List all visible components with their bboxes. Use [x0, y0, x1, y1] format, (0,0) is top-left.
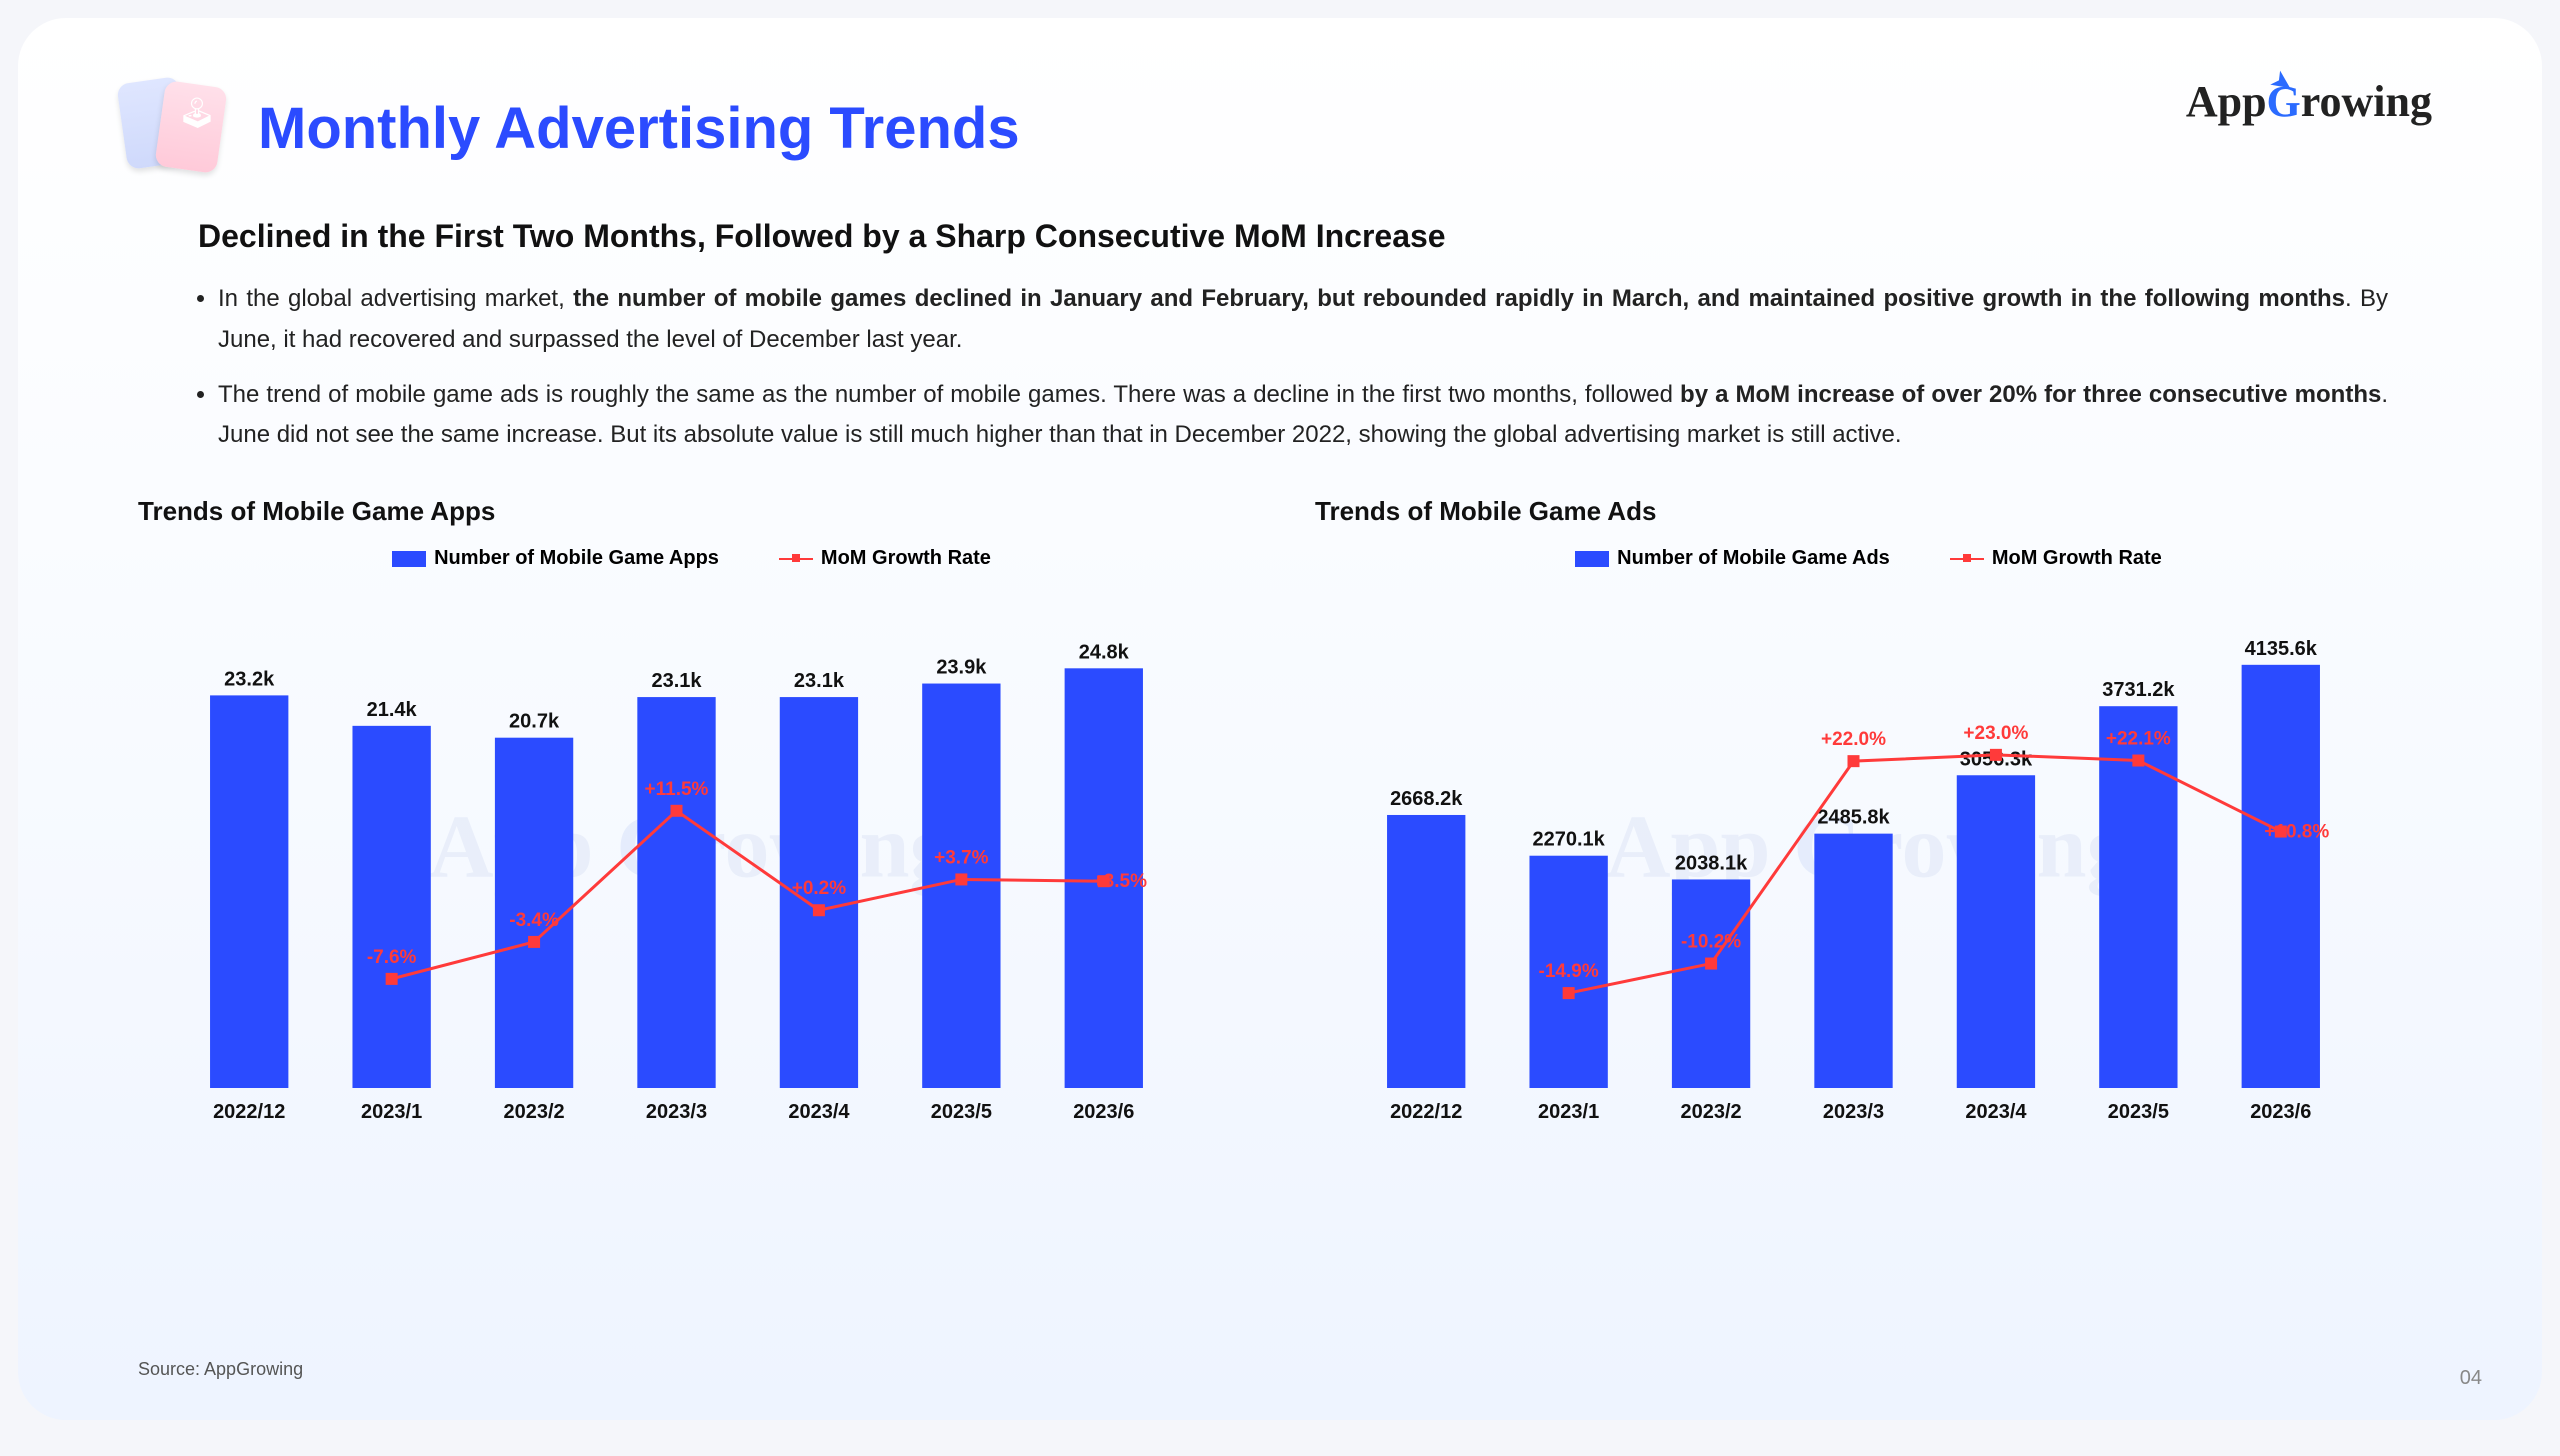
- category-label: 2023/6: [1073, 1101, 1134, 1123]
- category-label: 2023/2: [1680, 1101, 1741, 1123]
- chart-apps: App Growing 23.2k2022/1221.4k2023/120.7k…: [138, 578, 1245, 1138]
- growth-marker: [813, 904, 825, 916]
- rate-label: +11.5%: [645, 779, 709, 800]
- bar-label: 2270.1k: [1532, 829, 1605, 851]
- bar-label: 21.4k: [367, 699, 418, 721]
- rate-label: -14.9%: [1539, 961, 1599, 982]
- bar: [1387, 815, 1465, 1088]
- legend-bar: Number of Mobile Game Apps: [392, 547, 719, 570]
- category-label: 2023/4: [1965, 1101, 2027, 1123]
- legend-line: MoM Growth Rate: [779, 547, 991, 570]
- bar-label: 23.1k: [794, 670, 845, 692]
- category-label: 2023/3: [1823, 1101, 1884, 1123]
- charts-row: Trends of Mobile Game Apps Number of Mob…: [118, 496, 2442, 1138]
- bar: [1814, 834, 1892, 1088]
- header: 🕹 Monthly Advertising Trends: [118, 78, 2442, 178]
- bar-label: 23.9k: [936, 657, 987, 679]
- rate-label: -7.6%: [367, 947, 417, 968]
- bar: [2242, 665, 2320, 1088]
- slide: 🕹 Monthly Advertising Trends App➤Growing…: [18, 18, 2542, 1420]
- category-label: 2022/12: [1390, 1101, 1462, 1123]
- bullet-list: In the global advertising market, the nu…: [218, 279, 2418, 456]
- category-label: 2023/5: [931, 1101, 992, 1123]
- bar: [210, 696, 288, 1089]
- bar-label: 23.2k: [224, 669, 275, 691]
- rate-label: +3.5%: [1093, 871, 1148, 892]
- growth-marker: [2132, 755, 2144, 767]
- growth-marker: [1563, 987, 1575, 999]
- rate-label: +3.7%: [934, 848, 989, 869]
- brand-logo: App➤Growing: [2186, 76, 2432, 127]
- bar: [1957, 775, 2035, 1088]
- growth-marker: [955, 874, 967, 886]
- chart-apps-legend: Number of Mobile Game Apps MoM Growth Ra…: [138, 547, 1245, 570]
- source-label: Source: AppGrowing: [138, 1359, 303, 1380]
- legend-line: MoM Growth Rate: [1950, 547, 2162, 570]
- bar-label: 4135.6k: [2245, 638, 2318, 660]
- rate-label: +0.2%: [792, 878, 847, 899]
- category-label: 2023/4: [788, 1101, 850, 1123]
- growth-marker: [1990, 749, 2002, 761]
- rate-label: -10.2%: [1681, 932, 1741, 953]
- rate-label: +22.0%: [1821, 729, 1886, 750]
- bar-label: 2668.2k: [1390, 788, 1463, 810]
- bar-label: 24.8k: [1079, 641, 1130, 663]
- category-label: 2023/3: [646, 1101, 707, 1123]
- growth-marker: [671, 805, 683, 817]
- category-label: 2023/1: [361, 1101, 422, 1123]
- growth-marker: [528, 936, 540, 948]
- rate-label: +22.1%: [2106, 729, 2171, 750]
- brand-pre: App: [2186, 77, 2267, 126]
- growth-marker: [1848, 755, 1860, 767]
- chart-apps-title: Trends of Mobile Game Apps: [138, 496, 1245, 527]
- brand-post: rowing: [2301, 77, 2432, 126]
- subtitle: Declined in the First Two Months, Follow…: [198, 218, 2442, 255]
- bar: [1672, 880, 1750, 1089]
- bar-label: 2038.1k: [1675, 853, 1748, 875]
- growth-marker: [386, 973, 398, 985]
- bullet-2: The trend of mobile game ads is roughly …: [218, 375, 2418, 457]
- bar-label: 2485.8k: [1817, 807, 1890, 829]
- legend-bar: Number of Mobile Game Ads: [1575, 547, 1890, 570]
- rate-label: +10.8%: [2264, 822, 2329, 843]
- chart-ads-title: Trends of Mobile Game Ads: [1315, 496, 2422, 527]
- rate-label: +23.0%: [1963, 723, 2028, 744]
- category-label: 2023/1: [1538, 1101, 1599, 1123]
- category-label: 2023/5: [2108, 1101, 2169, 1123]
- chart-ads-legend: Number of Mobile Game Ads MoM Growth Rat…: [1315, 547, 2422, 570]
- page-number: 04: [2460, 1367, 2482, 1390]
- category-label: 2023/6: [2250, 1101, 2311, 1123]
- bullet-1: In the global advertising market, the nu…: [218, 279, 2418, 361]
- bar-label: 20.7k: [509, 711, 560, 733]
- bar-label: 3731.2k: [2102, 679, 2175, 701]
- chart-ads: App Growing 2668.2k2022/122270.1k2023/12…: [1315, 578, 2422, 1138]
- rate-label: -3.4%: [509, 910, 559, 931]
- category-label: 2023/2: [503, 1101, 564, 1123]
- chart-apps-panel: Trends of Mobile Game Apps Number of Mob…: [138, 496, 1245, 1138]
- page-title: Monthly Advertising Trends: [258, 95, 1020, 162]
- game-cards-icon: 🕹: [118, 78, 228, 178]
- bar: [352, 726, 430, 1088]
- category-label: 2022/12: [213, 1101, 285, 1123]
- chart-ads-panel: Trends of Mobile Game Ads Number of Mobi…: [1315, 496, 2422, 1138]
- growth-marker: [1705, 958, 1717, 970]
- bar: [637, 697, 715, 1088]
- bar-label: 23.1k: [651, 670, 702, 692]
